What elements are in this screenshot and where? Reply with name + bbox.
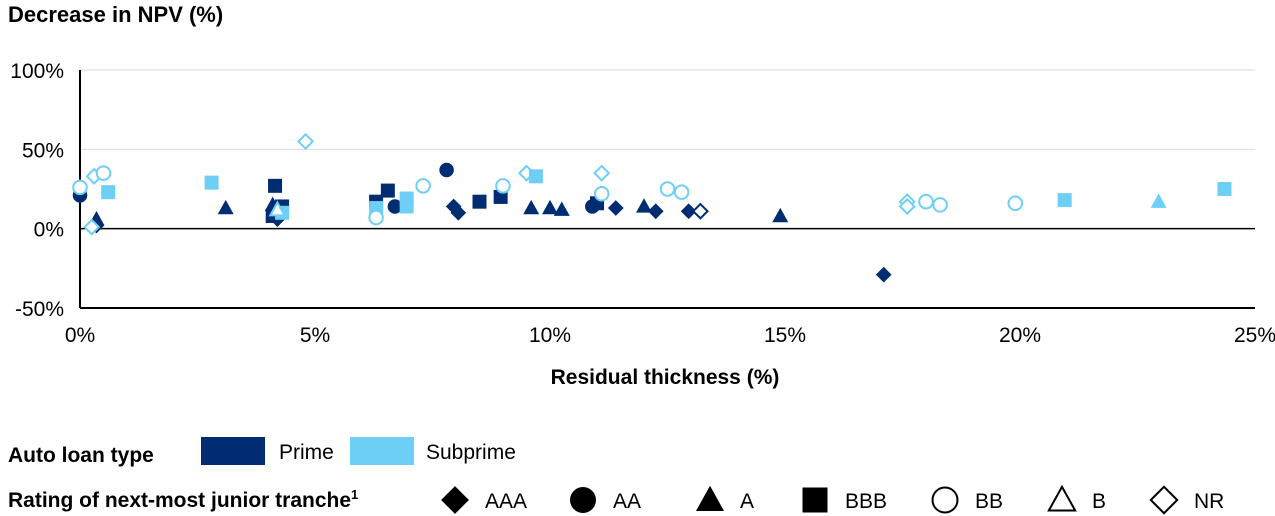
data-point	[523, 199, 540, 215]
legend-marker-aaa	[441, 486, 469, 514]
legend-label-a: A	[740, 490, 754, 513]
data-point	[607, 200, 624, 216]
data-point	[1057, 193, 1072, 208]
data-point	[83, 218, 101, 236]
legend-label-bbb: BBB	[845, 490, 887, 513]
data-point	[691, 202, 709, 220]
data-point	[673, 184, 690, 200]
gridlines	[80, 69, 1255, 150]
data-point	[1217, 182, 1232, 196]
legend: Auto loan type Prime Subprime Rating of …	[8, 437, 1224, 515]
y-tick-labels: 100% 50% 0% -50%	[10, 60, 64, 321]
data-point	[101, 185, 116, 200]
legend-loan-type-title: Auto loan type	[8, 444, 154, 467]
y-tick-label: 50%	[22, 139, 64, 162]
data-point	[380, 183, 395, 198]
legend-marker-nr	[1149, 485, 1179, 515]
data-point	[918, 193, 934, 210]
data-point	[542, 199, 558, 215]
legend-label-aa: AA	[613, 490, 641, 513]
legend-rating-title: Rating of next-most junior tranche1	[8, 487, 358, 512]
x-tick-label: 10%	[529, 324, 571, 347]
legend-label-aaa: AAA	[485, 490, 527, 513]
x-tick-label: 0%	[65, 324, 95, 347]
data-point	[898, 197, 916, 216]
data-point	[932, 197, 948, 213]
data-point	[647, 203, 664, 220]
data-point	[415, 178, 431, 194]
data-point	[553, 201, 570, 216]
data-point	[268, 178, 283, 193]
legend-marker-bb	[931, 486, 959, 514]
data-point	[772, 207, 789, 223]
legend-label-prime: Prime	[279, 441, 334, 464]
data-point	[204, 175, 219, 190]
legend-rating-title-text: Rating of next-most junior tranche	[8, 489, 351, 512]
data-point	[1150, 193, 1167, 208]
data-point	[217, 199, 234, 215]
data-point	[680, 203, 697, 220]
legend-marker-b	[1047, 484, 1077, 512]
data-point	[593, 164, 611, 182]
y-tick-label: -50%	[15, 298, 64, 321]
data-point	[368, 209, 384, 226]
x-tick-label: 20%	[999, 324, 1041, 347]
data-point	[875, 266, 892, 283]
data-point	[495, 178, 511, 194]
x-tick-label: 25%	[1234, 324, 1275, 347]
legend-swatch-prime	[201, 437, 265, 465]
data-point	[387, 199, 403, 214]
legend-marker-a	[695, 485, 725, 512]
y-tick-label: 100%	[10, 60, 64, 83]
legend-rating-items: AAA AA A BBB BB B NR	[441, 484, 1224, 515]
data-point	[399, 199, 414, 214]
data-point	[268, 200, 287, 217]
y-axis-title: Decrease in NPV (%)	[8, 2, 223, 27]
legend-label-subprime: Subprime	[426, 441, 516, 464]
data-point	[1007, 195, 1024, 212]
legend-marker-bbb	[802, 487, 828, 513]
legend-rating-title-sup: 1	[351, 487, 358, 502]
data-point	[528, 169, 543, 184]
data-point	[593, 186, 610, 202]
legend-marker-aa	[570, 487, 596, 513]
x-tick-label: 5%	[300, 324, 330, 347]
data-point	[659, 181, 676, 197]
legend-swatch-subprime	[350, 437, 414, 465]
data-point	[450, 204, 467, 221]
data-point	[72, 179, 88, 196]
data-point	[636, 198, 652, 213]
x-axis-title: Residual thickness (%)	[551, 366, 780, 389]
x-tick-label: 15%	[764, 324, 806, 347]
data-point	[297, 132, 315, 150]
data-point	[439, 162, 454, 178]
data-point	[95, 165, 112, 181]
legend-label-b: B	[1092, 490, 1106, 513]
legend-label-nr: NR	[1194, 490, 1224, 513]
x-tick-labels: 0% 5% 10% 15% 20% 25%	[65, 324, 1275, 347]
data-points	[72, 132, 1232, 283]
data-point	[472, 194, 487, 209]
legend-label-bb: BB	[975, 490, 1003, 513]
y-tick-label: 0%	[34, 219, 64, 242]
